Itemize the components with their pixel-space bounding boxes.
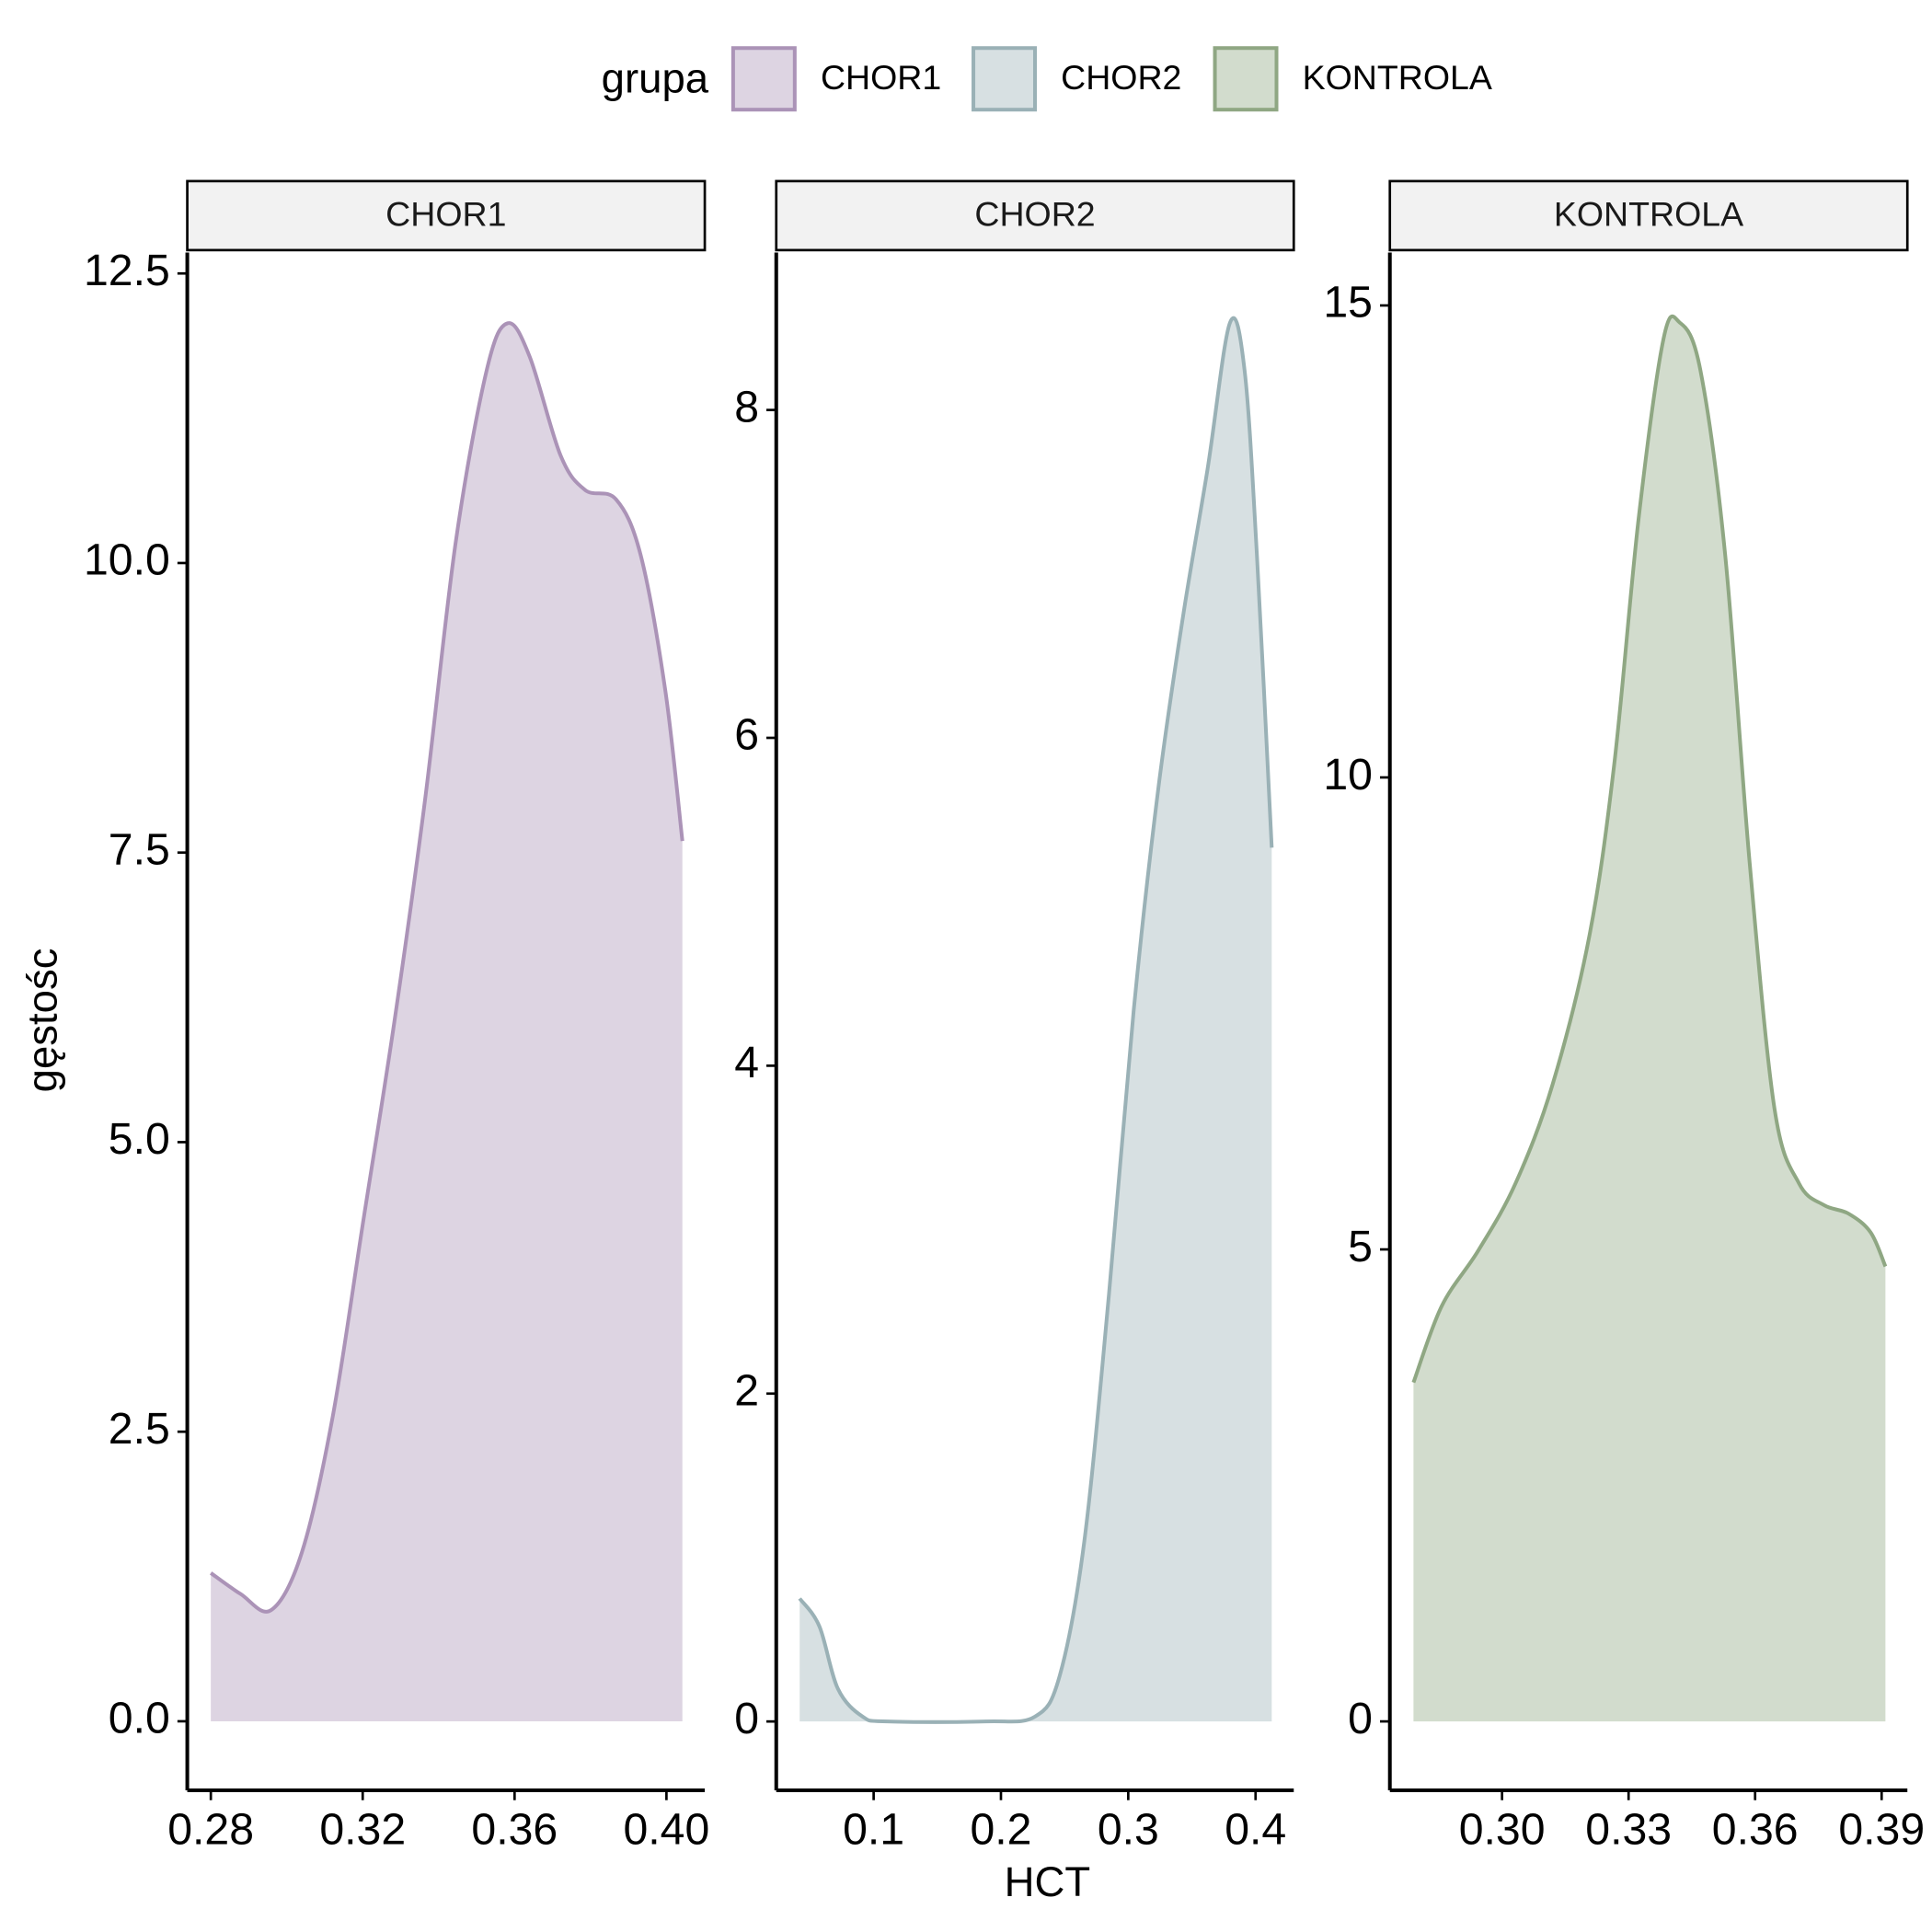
legend-title: grupa	[602, 54, 709, 101]
density-line	[798, 316, 1274, 1724]
strip	[775, 179, 1295, 252]
legend-label: KONTROLA	[1303, 58, 1492, 97]
legend-key	[730, 46, 797, 112]
y-tick-label: 2	[734, 1366, 759, 1416]
x-tick-label: 0.2	[970, 1804, 1031, 1854]
y-tick-label: 7.5	[109, 824, 170, 874]
x-tick-label: 0.39	[1838, 1804, 1925, 1854]
strip-label: CHOR2	[974, 195, 1095, 234]
strip	[1388, 179, 1909, 252]
density-line	[1411, 314, 1888, 1384]
legend-label: CHOR2	[1061, 58, 1181, 97]
density-line	[210, 321, 684, 1614]
x-tick-label: 0.28	[167, 1804, 254, 1854]
density-area	[1413, 316, 1886, 1722]
y-tick-label: 0	[1348, 1694, 1373, 1743]
y-tick-label: 6	[734, 710, 759, 760]
x-tick-label: 0.33	[1585, 1804, 1672, 1854]
y-tick-label: 2.5	[109, 1404, 170, 1454]
legend-label: CHOR1	[821, 58, 941, 97]
y-tick-label: 5.0	[109, 1114, 170, 1164]
y-tick-label: 10.0	[84, 535, 170, 585]
y-tick-label: 5	[1348, 1222, 1373, 1271]
y-tick-label: 12.5	[84, 246, 170, 295]
y-tick-label: 0	[734, 1694, 759, 1743]
density-area	[211, 323, 683, 1721]
x-tick-label: 0.40	[623, 1804, 709, 1854]
x-tick-label: 0.30	[1459, 1804, 1546, 1854]
legend-key	[1213, 46, 1279, 112]
y-tick-label: 8	[734, 382, 759, 431]
y-tick-label: 0.0	[109, 1694, 170, 1743]
density-area	[799, 317, 1272, 1722]
x-axis-title: HCT	[1005, 1858, 1091, 1905]
x-tick-label: 0.36	[471, 1804, 558, 1854]
strip-label: KONTROLA	[1554, 195, 1743, 234]
x-tick-label: 0.1	[843, 1804, 904, 1854]
x-tick-label: 0.3	[1098, 1804, 1159, 1854]
plot-root: grupa HCT gęstośc CHOR1 CHOR1 0.0 2.5 5.0 7.5…	[19, 46, 1925, 1905]
y-tick-label: 15	[1323, 278, 1373, 328]
strip	[186, 179, 707, 252]
legend-key	[972, 46, 1038, 112]
y-tick-label: 4	[734, 1038, 759, 1087]
y-axis-title: gęstośc	[19, 948, 66, 1092]
strip-label: CHOR1	[385, 195, 506, 234]
x-tick-label: 0.32	[319, 1804, 406, 1854]
y-tick-label: 10	[1323, 750, 1373, 799]
x-tick-label: 0.4	[1225, 1804, 1286, 1854]
x-tick-label: 0.36	[1712, 1804, 1799, 1854]
